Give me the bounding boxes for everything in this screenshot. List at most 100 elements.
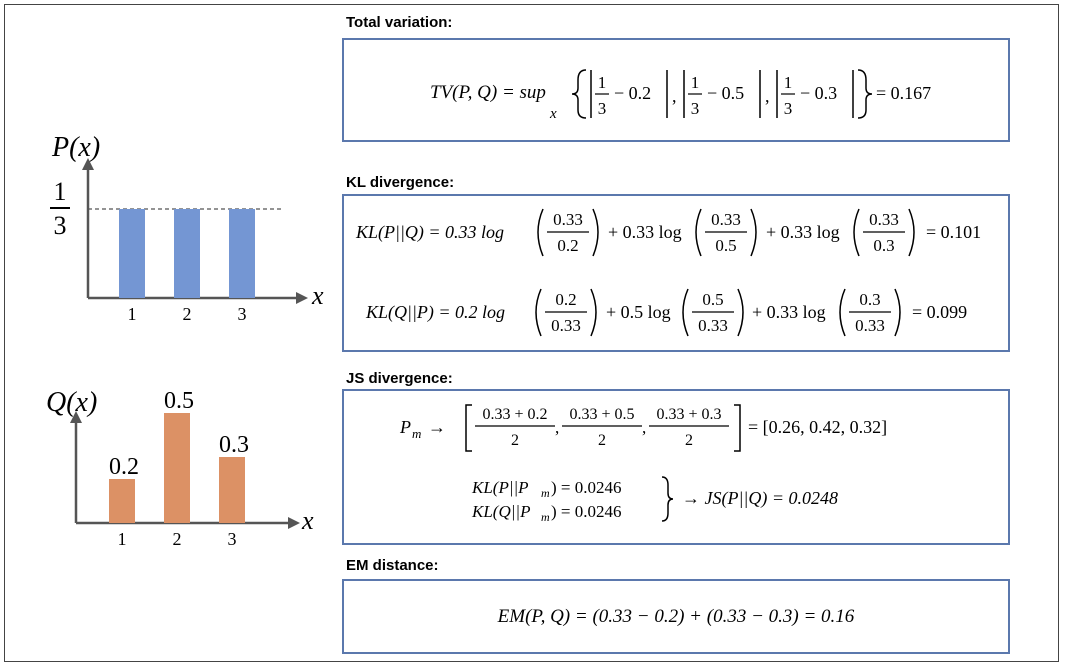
- kl2-mid2: + 0.33 log: [752, 302, 826, 322]
- js-comma2: ,: [642, 418, 646, 437]
- tv-lhs: TV(P, Q) = sup: [430, 82, 546, 103]
- tv-box: [342, 38, 1010, 142]
- tv-f1-num: 1: [598, 73, 607, 92]
- kl-equations: KL(P||Q) = 0.33 log 0.33 0.2 + 0.33 log …: [355, 208, 981, 337]
- kl1-mid2: + 0.33 log: [766, 222, 840, 242]
- js-kl-p-lhs: KL(P||P: [471, 478, 529, 497]
- kl2-lhs: KL(Q||P) = 0.2 log: [365, 302, 505, 323]
- p-xlabel: x: [311, 281, 324, 310]
- q-xtick-3: 3: [228, 529, 237, 549]
- kl2-den3: 0.33: [855, 316, 885, 335]
- tv-f3-num: 1: [784, 73, 793, 92]
- kl1-paren1-left: [537, 208, 544, 257]
- kl1-num1: 0.33: [553, 210, 583, 229]
- tv-term1: − 0.2: [614, 83, 651, 103]
- kl2-paren2-right: [737, 288, 744, 337]
- kl1-paren1-right: [592, 208, 599, 257]
- p-ylabel: P(x): [51, 132, 100, 163]
- js-f2-num: 0.33 + 0.5: [569, 406, 634, 423]
- js-f2-den: 2: [598, 432, 606, 449]
- js-f3-den: 2: [685, 432, 693, 449]
- tv-equation: TV(P, Q) = sup x 1 3 − 0.2 , 1 3 − 0.5 ,…: [430, 69, 931, 122]
- tv-sup-sub: x: [549, 106, 557, 122]
- chart-q: Q(x) x 0.2 1 0.5 2 0.3 3: [46, 387, 314, 549]
- kl2-den2: 0.33: [698, 316, 728, 335]
- kl1-den1: 0.2: [557, 236, 578, 255]
- p-xtick-1: 1: [128, 304, 137, 324]
- tv-term2: − 0.5: [707, 83, 744, 103]
- p-bar-1: [119, 209, 145, 298]
- tv-f3-den: 3: [784, 99, 793, 118]
- tv-left-brace: [571, 69, 587, 119]
- js-f1-num: 0.33 + 0.2: [482, 406, 547, 423]
- q-xlabel: x: [301, 506, 314, 535]
- em-title: EM distance:: [346, 557, 439, 574]
- js-pm: P: [399, 417, 411, 437]
- kl2-num1: 0.2: [555, 290, 576, 309]
- js-kl-p-sub: m: [541, 486, 550, 500]
- q-data-label-1: 0.2: [109, 454, 139, 480]
- p-ytick-numerator: 1: [54, 177, 67, 206]
- kl2-paren3-left: [839, 288, 846, 337]
- kl2-paren3-right: [894, 288, 901, 337]
- js-f3-num: 0.33 + 0.3: [656, 406, 721, 423]
- tv-f2-num: 1: [691, 73, 700, 92]
- p-bar-3: [229, 209, 255, 298]
- tv-right-brace: [857, 69, 873, 119]
- tv-result: = 0.167: [876, 83, 931, 103]
- q-data-label-3: 0.3: [219, 432, 249, 458]
- q-bar-1: [109, 479, 135, 523]
- kl2-result: = 0.099: [912, 302, 967, 322]
- em-box: [342, 579, 1010, 654]
- q-data-label-2: 0.5: [164, 388, 194, 414]
- kl-title: KL divergence:: [346, 174, 455, 191]
- q-xtick-2: 2: [173, 529, 182, 549]
- js-kl-q-sub: m: [541, 510, 550, 524]
- js-kl-p-val: ) = 0.0246: [551, 478, 622, 497]
- kl1-paren3-right: [908, 208, 915, 257]
- js-arrow: →: [428, 417, 446, 437]
- tv-f2-den: 3: [691, 99, 700, 118]
- js-title: JS divergence:: [346, 370, 453, 387]
- js-pm-result: = [0.26, 0.42, 0.32]: [748, 417, 887, 437]
- q-bar-3: [219, 457, 245, 523]
- kl1-paren3-left: [853, 208, 860, 257]
- kl2-den1: 0.33: [551, 316, 581, 335]
- tv-title: Total variation:: [346, 14, 453, 31]
- js-kl-q-val: ) = 0.0246: [551, 502, 622, 521]
- kl1-lhs: KL(P||Q) = 0.33 log: [355, 222, 504, 243]
- kl1-num2: 0.33: [711, 210, 741, 229]
- js-f1-den: 2: [511, 432, 519, 449]
- em-equation: EM(P, Q) = (0.33 − 0.2) + (0.33 − 0.3) =…: [497, 606, 855, 627]
- kl1-paren2-right: [750, 208, 757, 257]
- p-y-arrow: [82, 158, 94, 170]
- kl1-paren2-left: [695, 208, 702, 257]
- q-bar-2: [164, 413, 190, 523]
- kl2-paren1-right: [590, 288, 597, 337]
- js-bracket-left: [465, 404, 472, 452]
- kl1-result: = 0.101: [926, 222, 981, 242]
- p-ytick-denominator: 3: [54, 211, 67, 240]
- p-x-arrow: [296, 292, 308, 304]
- kl1-den2: 0.5: [715, 236, 736, 255]
- js-equations: P m → 0.33 + 0.2 2 , 0.33 + 0.5 2 , 0.33…: [399, 404, 887, 524]
- chart-p: P(x) x 1 3 1 2 3: [50, 132, 324, 324]
- q-xtick-1: 1: [118, 529, 127, 549]
- p-xtick-2: 2: [183, 304, 192, 324]
- em-text: EM(P, Q) = (0.33 − 0.2) + (0.33 − 0.3) =…: [497, 606, 855, 627]
- tv-term3: − 0.3: [800, 83, 837, 103]
- kl2-num2: 0.5: [702, 290, 723, 309]
- js-comma1: ,: [555, 418, 559, 437]
- kl1-den3: 0.3: [873, 236, 894, 255]
- p-bar-2: [174, 209, 200, 298]
- js-result: → JS(P||Q) = 0.0248: [682, 488, 838, 509]
- tv-f1-den: 3: [598, 99, 607, 118]
- js-box: [342, 389, 1010, 545]
- q-ylabel: Q(x): [46, 387, 97, 418]
- kl2-mid1: + 0.5 log: [606, 302, 671, 322]
- p-xtick-3: 3: [238, 304, 247, 324]
- kl2-num3: 0.3: [859, 290, 880, 309]
- js-bracket-right: [734, 404, 741, 452]
- q-y-arrow: [70, 411, 82, 423]
- kl2-paren2-left: [682, 288, 689, 337]
